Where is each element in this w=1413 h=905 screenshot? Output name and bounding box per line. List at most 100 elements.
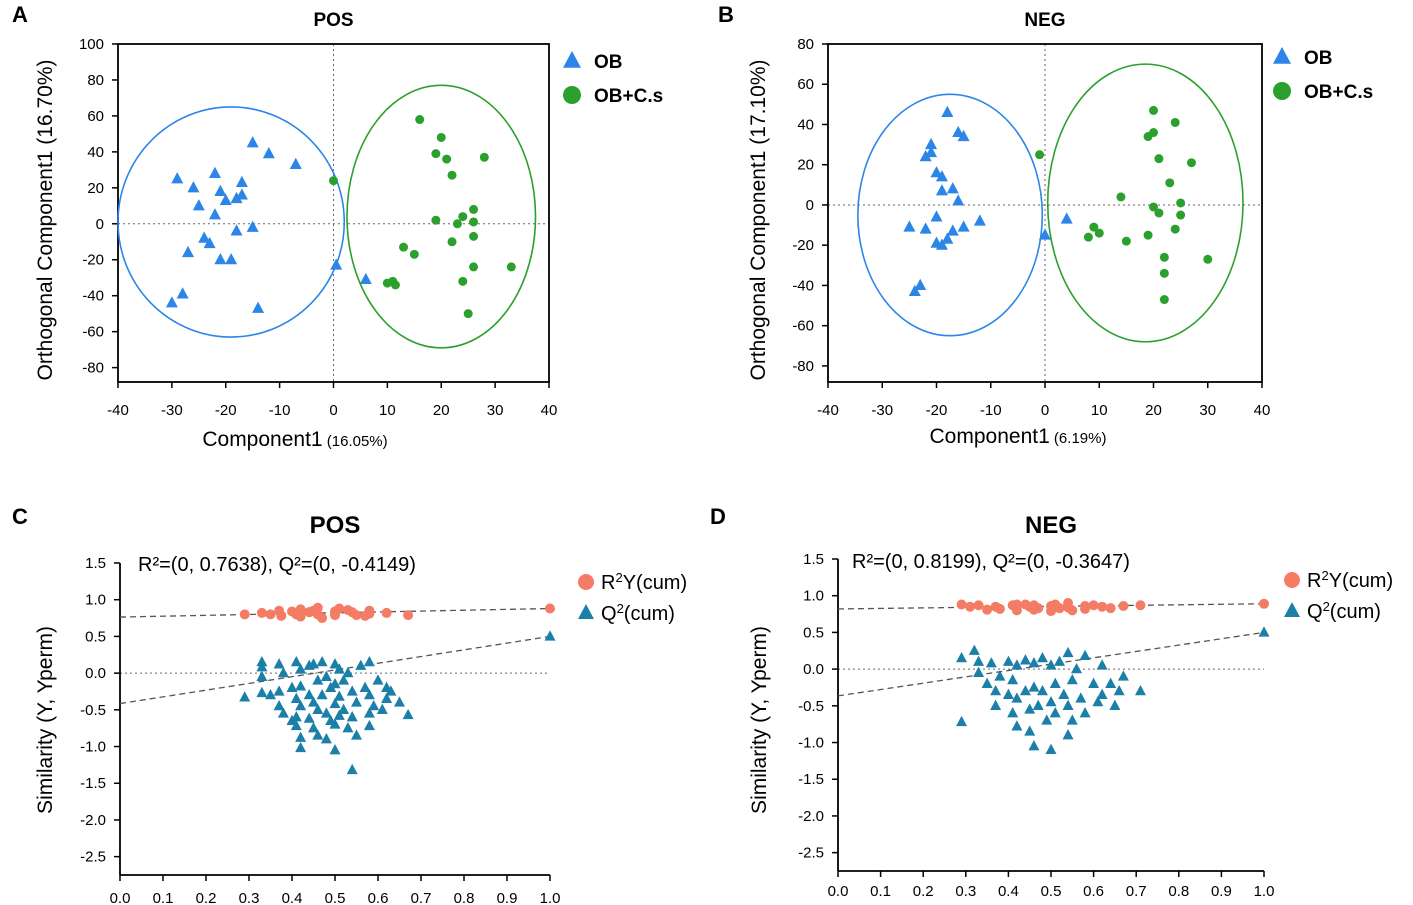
chart-c-q2-cum-point bbox=[329, 718, 341, 729]
chart-d-x-tick-label: 0.5 bbox=[1041, 883, 1062, 900]
chart-c-q2-cum-point bbox=[273, 685, 285, 696]
chart-d-x-tick-label: 0.0 bbox=[828, 883, 849, 900]
chart-d-q2-cum-point bbox=[1028, 657, 1040, 668]
chart-a-ob-point bbox=[235, 175, 248, 187]
chart-c-r2y-cum-point bbox=[545, 603, 555, 614]
chart-a-y-tick-label: 80 bbox=[87, 72, 104, 89]
chart-d-r2y-cum-point bbox=[1259, 598, 1269, 609]
chart-b-ob-ellipse bbox=[857, 93, 1044, 337]
chart-c-q2-cum-point bbox=[286, 681, 298, 692]
chart-c-r2y-cum-point bbox=[295, 604, 306, 615]
chart-d-r2y-cum-legend-main: R bbox=[1307, 570, 1321, 592]
chart-c-q2-cum-point bbox=[363, 707, 375, 718]
chart-a-x-tick-label: -40 bbox=[107, 402, 129, 419]
chart-d-q2-cum-point bbox=[1096, 659, 1108, 670]
chart-a-ob-c-s-point bbox=[415, 115, 425, 125]
chart-b-ob-c-s-point bbox=[1159, 295, 1169, 305]
chart-a-ob-c-s-point bbox=[442, 154, 452, 164]
chart-b-ob-point bbox=[952, 194, 965, 206]
chart-d-q2-cum-point bbox=[1032, 699, 1044, 710]
chart-b-y-tick-label: -80 bbox=[792, 358, 814, 375]
chart-a-ob-c-s-point bbox=[506, 262, 516, 272]
chart-d-r2y-cum-point bbox=[1063, 598, 1074, 609]
chart-a-ob-c-s-point bbox=[399, 242, 409, 252]
chart-d-q2-cum-point bbox=[985, 657, 997, 668]
chart-d-q2-cum-point bbox=[1019, 654, 1031, 665]
chart-d-q2-cum-point bbox=[973, 666, 985, 677]
chart-c-x-tick-label: 0.8 bbox=[454, 890, 475, 905]
chart-c-q2-cum-point bbox=[359, 681, 371, 692]
chart-d-q2-cum-point bbox=[1088, 677, 1100, 688]
chart-c-q2-cum-point bbox=[239, 691, 251, 702]
chart-b-x-tick-label: 10 bbox=[1091, 402, 1108, 419]
chart-a-ob-c-s-point bbox=[431, 149, 441, 159]
chart-c-q2-cum-point bbox=[316, 689, 328, 700]
chart-a-x-tick-label: 20 bbox=[433, 402, 450, 419]
chart-c-q2-cum-point bbox=[329, 658, 341, 669]
chart-b-ob-c-s-point bbox=[1089, 222, 1099, 232]
chart-a-ob-point bbox=[230, 191, 243, 204]
chart-d-x-tick-label: 0.4 bbox=[998, 883, 1019, 900]
chart-d-q2-cum-point bbox=[1058, 688, 1070, 699]
chart-b-ob-c-s-point bbox=[1176, 198, 1186, 208]
chart-a-ob-point bbox=[225, 253, 238, 265]
chart-b-ob-c-s-point bbox=[1083, 232, 1093, 242]
chart-b-ob-point bbox=[919, 149, 932, 162]
chart-c-r2y-cum-point bbox=[360, 610, 371, 621]
chart-b-ob-point bbox=[935, 238, 948, 250]
chart-b-x-tick-label: 30 bbox=[1199, 402, 1216, 419]
chart-d-r2y-cum-point bbox=[1088, 600, 1099, 611]
chart-d-q2-cum-point bbox=[1007, 707, 1019, 718]
chart-d-x-tick-label: 0.6 bbox=[1083, 883, 1104, 900]
chart-a-ob-point bbox=[214, 253, 227, 265]
chart-d-q2-cum-point bbox=[968, 644, 980, 655]
chart-c-q2-cum-point bbox=[320, 707, 332, 718]
chart-b-ob-point bbox=[903, 220, 916, 232]
chart-b-ob-point bbox=[935, 170, 948, 182]
chart-d-y-tick-label: 0.5 bbox=[803, 624, 824, 641]
chart-d-y-tick-label: -2.0 bbox=[798, 808, 824, 825]
chart-a-ob-c-s-point bbox=[436, 132, 446, 142]
chart-d-q2-cum-legend-sup: 2 bbox=[1323, 599, 1330, 614]
chart-b-ob-c-s-point bbox=[1149, 105, 1158, 115]
chart-a-ob-point bbox=[208, 166, 221, 178]
chart-a-ob-c-s-ellipse bbox=[346, 84, 537, 349]
chart-c-q2-cum-point bbox=[363, 719, 375, 731]
chart-d-q2-cum-point bbox=[1109, 699, 1121, 710]
chart-b-ob-c-s-point bbox=[1154, 154, 1164, 164]
chart-b-panel-letter: B bbox=[718, 2, 734, 27]
chart-c-q2-cum-point bbox=[273, 700, 285, 711]
chart-d-x-tick-label: 0.3 bbox=[955, 883, 976, 900]
chart-c-q2-cum-point bbox=[308, 658, 319, 669]
chart-c-q2-cum-point bbox=[265, 689, 276, 700]
chart-a-ob-c-s-point bbox=[390, 280, 400, 290]
chart-a-y-tick-label: -80 bbox=[82, 360, 104, 377]
chart-a-ob-c-s-point bbox=[452, 219, 462, 229]
chart-a-ob-point bbox=[192, 199, 205, 211]
chart-a-ob-point bbox=[235, 188, 248, 200]
chart-b-ob-point bbox=[919, 222, 932, 234]
chart-a-ob-c-s-point bbox=[469, 217, 479, 227]
chart-d-q2-cum-point bbox=[1028, 740, 1040, 751]
chart-b-ob-point bbox=[930, 210, 943, 222]
chart-b-ob-point bbox=[957, 129, 970, 142]
chart-a-ob-point bbox=[219, 193, 232, 205]
chart-a-ob-point bbox=[208, 208, 221, 220]
chart-d-x-tick-label: 1.0 bbox=[1254, 883, 1275, 900]
chart-c-r2y-cum-point bbox=[334, 603, 345, 614]
chart-d-x-tick-label: 0.2 bbox=[913, 883, 934, 900]
chart-d-q2-cum-point bbox=[994, 670, 1006, 681]
chart-c-q2-cum-point bbox=[329, 697, 341, 709]
chart-d-q2-cum-point bbox=[1045, 696, 1057, 707]
chart-b-ob-c-s-point bbox=[1116, 192, 1126, 202]
chart-c-panel-letter: C bbox=[12, 504, 28, 529]
chart-d-q2-cum-point bbox=[1041, 714, 1053, 725]
chart-d-q2-cum-point bbox=[1062, 646, 1074, 658]
chart-a-x-tick-label: -20 bbox=[215, 402, 237, 419]
chart-a-y-tick-label: 100 bbox=[79, 36, 104, 53]
chart-c-q2-cum-point bbox=[308, 722, 319, 733]
chart-c-y-axis-label: Similarity (Y, Yperm) bbox=[34, 626, 57, 814]
chart-b-ob-c-s-point bbox=[1186, 158, 1196, 168]
chart-a-ob-point bbox=[246, 136, 259, 148]
chart-c-q2-cum-point bbox=[295, 741, 307, 753]
